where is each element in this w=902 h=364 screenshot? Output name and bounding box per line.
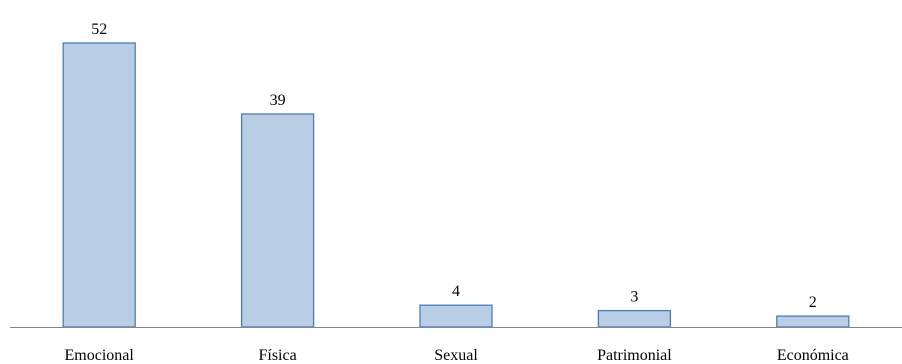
category-label-emocional: Emocional (65, 347, 135, 364)
bars-group (62, 42, 850, 328)
category-label-patrimonial: Patrimonial (597, 347, 672, 364)
bar-economica (776, 315, 850, 328)
bar-sexual (419, 304, 493, 328)
bar-emocional (62, 42, 136, 328)
category-label-sexual: Sexual (434, 347, 478, 364)
category-labels-group: Emocional Física Sexual Patrimonial Económic… (65, 347, 849, 364)
category-label-economica: Económica (777, 347, 849, 364)
category-label-fisica: Física (258, 347, 296, 364)
value-label-emocional: 52 (91, 21, 107, 38)
bar-fisica (240, 113, 315, 328)
value-labels-group: 52 39 4 3 2 (91, 21, 817, 311)
value-label-fisica: 39 (270, 92, 286, 109)
value-label-sexual: 4 (452, 283, 460, 300)
value-label-patrimonial: 3 (630, 289, 638, 306)
bar-patrimonial (597, 309, 672, 328)
value-label-economica: 2 (809, 294, 817, 311)
